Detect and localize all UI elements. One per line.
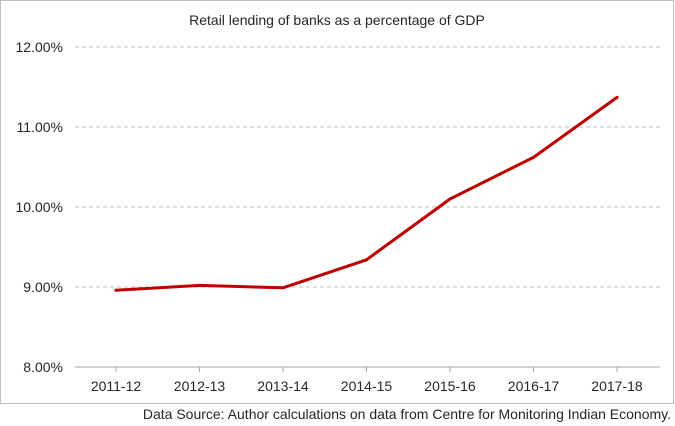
x-tick-label: 2016-17: [508, 378, 560, 394]
y-tick-label: 10.00%: [16, 199, 63, 215]
y-tick-label: 8.00%: [23, 359, 63, 375]
x-tick-label: 2017-18: [591, 378, 643, 394]
x-tick-label: 2014-15: [341, 378, 393, 394]
series-layer: [114, 95, 619, 292]
x-tick-label: 2012-13: [174, 378, 226, 394]
data-source-note: Data Source: Author calculations on data…: [142, 406, 671, 422]
data-point: [114, 288, 118, 292]
x-tick-label: 2015-16: [424, 378, 476, 394]
x-tick-label: 2011-12: [91, 378, 142, 394]
x-axis: 2011-12 2012-13 2013-14 2014-15 2015-16 2016-…: [75, 366, 660, 394]
grid-layer: [75, 46, 660, 288]
data-point: [615, 95, 619, 99]
line-chart: Retail lending of banks as a percentage …: [16, 12, 660, 394]
chart-frame: [0, 0, 674, 404]
data-point: [198, 283, 201, 287]
y-tick-label: 11.00%: [17, 119, 63, 135]
data-point: [365, 258, 368, 262]
y-axis-ticks: 8.00% 9.00% 10.00% 11.00% 12.00%: [16, 39, 63, 375]
y-tick-label: 9.00%: [23, 279, 63, 295]
data-point: [448, 197, 452, 201]
y-tick-label: 12.00%: [16, 39, 63, 55]
data-point: [532, 155, 535, 159]
x-tick-label: 2013-14: [257, 378, 309, 394]
data-point: [281, 286, 285, 290]
chart-title: Retail lending of banks as a percentage …: [189, 12, 485, 28]
